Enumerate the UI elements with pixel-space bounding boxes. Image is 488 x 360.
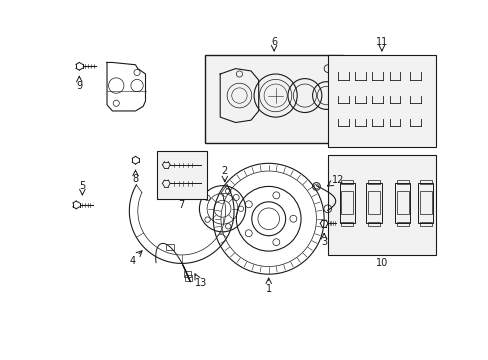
Bar — [184, 275, 192, 281]
Text: 2: 2 — [221, 166, 227, 176]
Bar — [396, 191, 408, 214]
Bar — [341, 222, 353, 226]
Bar — [419, 191, 431, 214]
Text: 1: 1 — [265, 284, 271, 294]
Bar — [367, 180, 380, 184]
Text: 3: 3 — [321, 237, 326, 247]
Text: 11: 11 — [375, 37, 387, 47]
Text: 13: 13 — [194, 278, 206, 288]
Bar — [394, 183, 409, 223]
Bar — [341, 180, 353, 184]
Bar — [327, 55, 435, 147]
Bar — [367, 222, 380, 226]
Bar — [339, 183, 354, 223]
Bar — [419, 222, 431, 226]
Bar — [157, 151, 207, 199]
Text: 9: 9 — [76, 81, 82, 91]
Bar — [183, 271, 191, 277]
Bar — [396, 180, 408, 184]
Text: 10: 10 — [375, 258, 387, 267]
Text: 7: 7 — [178, 200, 184, 210]
Text: 5: 5 — [79, 181, 85, 192]
Text: 12: 12 — [331, 175, 344, 185]
Text: 4: 4 — [129, 256, 135, 266]
Bar — [166, 244, 174, 250]
Bar — [204, 55, 343, 143]
Bar — [367, 191, 380, 214]
Bar — [396, 222, 408, 226]
Bar — [327, 155, 435, 255]
Bar — [366, 183, 381, 223]
Bar — [419, 180, 431, 184]
Bar — [341, 191, 353, 214]
Bar — [417, 183, 432, 223]
Text: 8: 8 — [132, 174, 138, 184]
Text: 6: 6 — [270, 37, 277, 47]
